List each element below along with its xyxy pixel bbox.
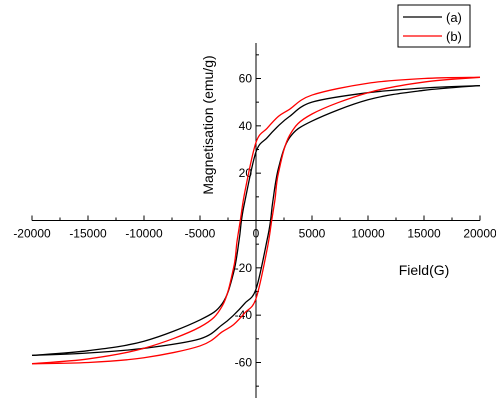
series-line-ascending [31,84,481,357]
series-layer [31,76,481,365]
series-line-descending [31,84,481,357]
x-axis-title: Field(G) [399,262,450,278]
x-tick-label: 15000 [407,227,441,241]
series-line-ascending [31,76,481,365]
legend-box [397,4,471,48]
series-b [31,76,481,365]
y-axis-title: Magnetisation (emu/g) [200,55,216,194]
series-line-descending [31,76,481,365]
y-tick-label: 40 [239,119,253,133]
x-tick-label: -20000 [13,227,51,241]
y-tick-label: 60 [239,72,253,86]
x-tick-label: 5000 [299,227,326,241]
x-tick-label: -10000 [125,227,163,241]
x-tick-label: 10000 [351,227,385,241]
x-tick-label: -5000 [185,227,216,241]
x-ticks: -20000 -15000 -10000 -5000 0 5000 10000 15000 20… [13,215,496,241]
x-tick-label: 20000 [463,227,496,241]
x-tick-label: 0 [253,227,260,241]
legend-label: (a) [446,10,462,25]
y-tick-label: -20 [235,261,253,275]
y-tick-label: -60 [235,356,253,370]
series-a [31,84,481,357]
legend: (a) (b) [397,4,471,48]
x-tick-label: -15000 [69,227,107,241]
legend-label: (b) [446,29,462,44]
